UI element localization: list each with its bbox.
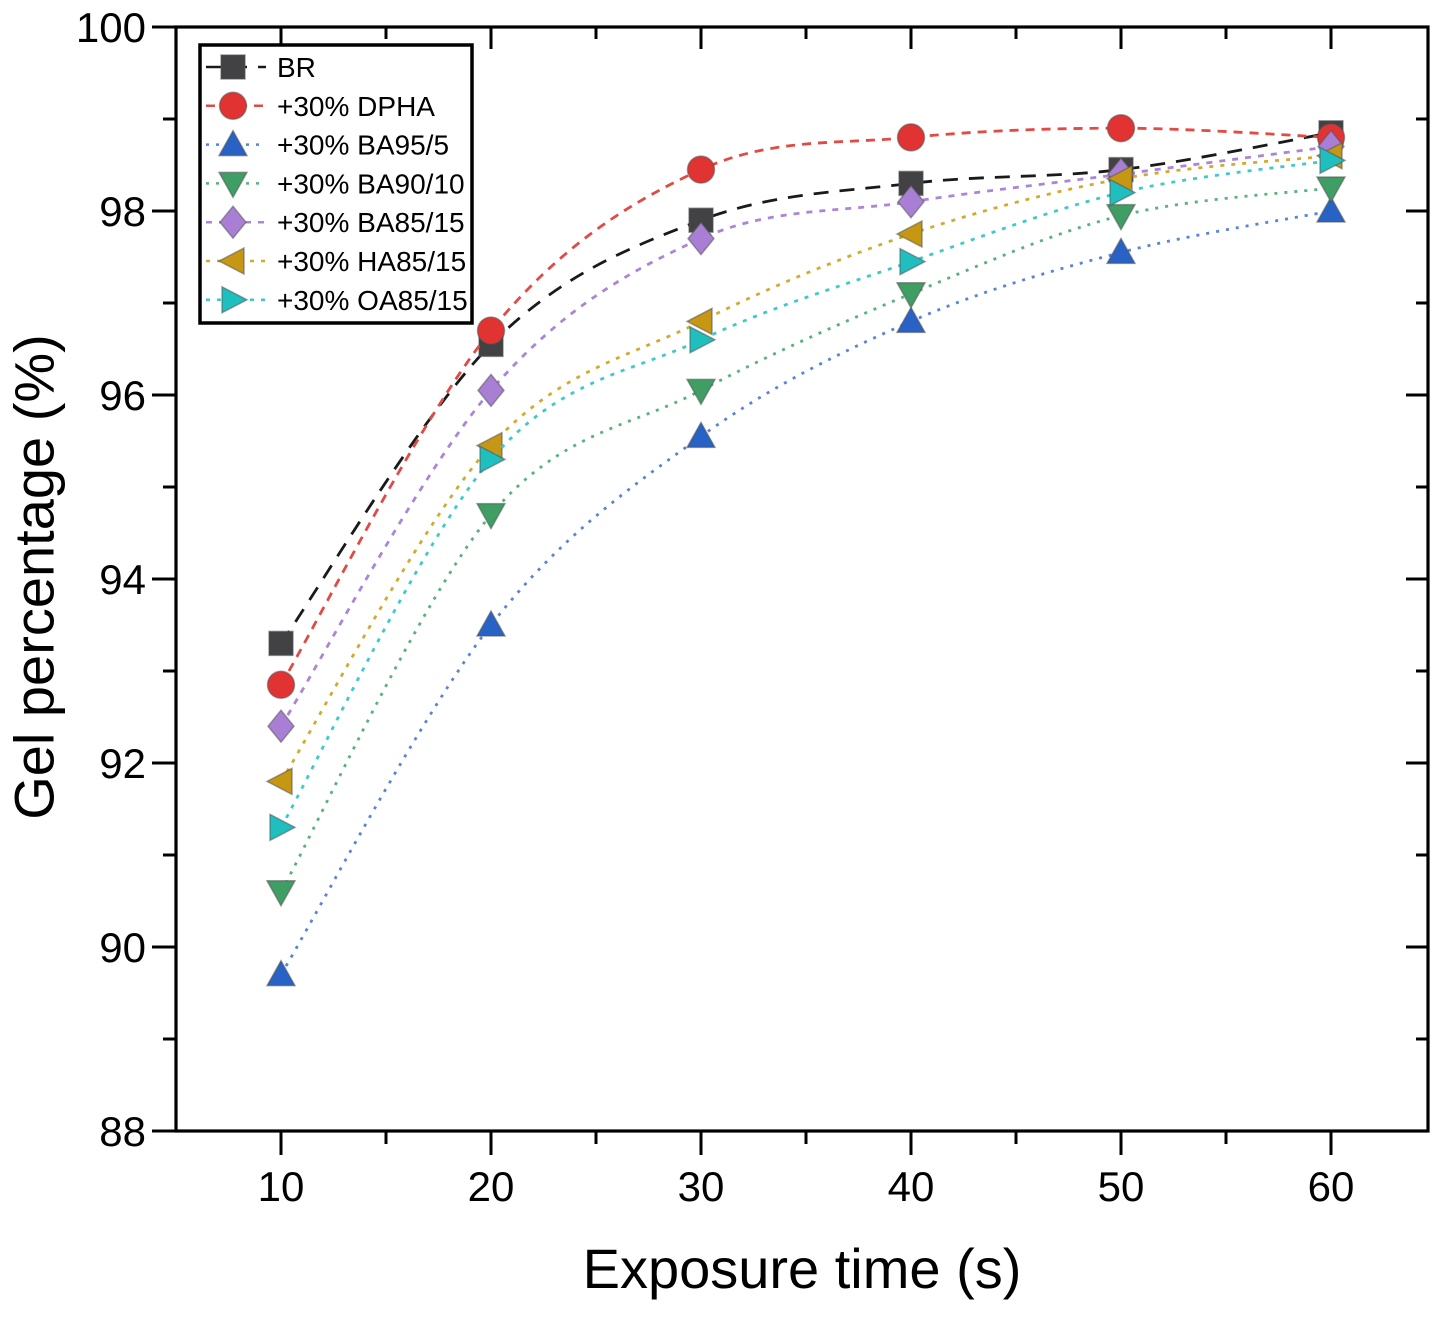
x-tick-label: 40 xyxy=(888,1163,935,1210)
marker-triangle-down-icon xyxy=(895,282,927,310)
legend-item: +30% DPHA xyxy=(206,91,435,122)
marker-triangle-down-icon xyxy=(265,880,297,908)
y-tick-label: 94 xyxy=(99,556,146,603)
legend-marker-circle-icon xyxy=(218,91,248,121)
legend-box xyxy=(198,43,474,325)
legend: BR +30% DPHA +30% BA95/5 +30% BA90/10 +30% B… xyxy=(198,43,474,325)
y-tick-label: 96 xyxy=(99,372,146,419)
x-tick-label: 50 xyxy=(1098,1163,1145,1210)
marker-diamond-icon xyxy=(687,221,715,256)
x-tick-label: 20 xyxy=(468,1163,515,1210)
marker-triangle-left-icon xyxy=(265,767,293,796)
series-line xyxy=(279,154,1332,783)
marker-diamond-icon xyxy=(477,373,505,408)
legend-item: BR xyxy=(206,52,316,83)
legend-item-label: +30% OA85/15 xyxy=(277,285,468,316)
marker-triangle-up-icon xyxy=(1315,195,1347,223)
legend-item-label: +30% BA90/10 xyxy=(277,168,465,199)
series-line xyxy=(279,209,1332,976)
x-axis-title: Exposure time (s) xyxy=(582,1237,1022,1300)
marker-triangle-right-icon xyxy=(689,325,717,355)
series xyxy=(269,146,1347,842)
marker-triangle-down-icon xyxy=(1105,203,1137,232)
legend-marker-diamond-icon xyxy=(219,205,247,240)
y-tick-label: 90 xyxy=(99,924,146,971)
marker-triangle-down-icon xyxy=(475,502,507,531)
y-axis-title: Gel percentage (%) xyxy=(2,334,66,820)
marker-circle-icon xyxy=(896,123,926,152)
x-tick-label: 10 xyxy=(258,1163,305,1210)
legend-item-label: BR xyxy=(277,52,316,83)
legend-item-label: +30% DPHA xyxy=(277,91,435,122)
x-tick-label: 30 xyxy=(678,1163,725,1210)
legend-item: +30% BA95/5 xyxy=(206,129,449,161)
marker-triangle-up-icon xyxy=(1105,236,1137,265)
legend-marker-triangle-down-icon xyxy=(217,171,249,199)
legend-marker-triangle-up-icon xyxy=(217,129,249,157)
marker-triangle-up-icon xyxy=(475,609,507,637)
y-tick-label: 98 xyxy=(99,188,146,235)
legend-marker-triangle-right-icon xyxy=(221,285,249,315)
marker-triangle-right-icon xyxy=(269,813,297,842)
y-tick-label: 100 xyxy=(76,4,146,51)
marker-diamond-icon xyxy=(897,184,925,219)
marker-triangle-up-icon xyxy=(895,305,927,334)
marker-triangle-right-icon xyxy=(1319,146,1347,175)
marker-circle-icon xyxy=(266,670,296,700)
marker-circle-icon xyxy=(1106,113,1136,143)
series xyxy=(265,176,1347,908)
marker-square-icon xyxy=(268,630,294,657)
marker-circle-icon xyxy=(686,155,716,184)
legend-item: +30% BA90/10 xyxy=(206,168,465,199)
marker-circle-icon xyxy=(476,316,506,345)
legend-item: +30% BA85/15 xyxy=(206,205,465,240)
series xyxy=(265,195,1347,987)
legend-item: +30% HA85/15 xyxy=(206,246,466,277)
legend-marker-triangle-left-icon xyxy=(217,246,245,276)
marker-triangle-left-icon xyxy=(685,307,713,336)
legend-marker-square-icon xyxy=(220,54,246,80)
legend-item-label: +30% HA85/15 xyxy=(277,246,466,277)
legend-item-label: +30% BA85/15 xyxy=(277,207,465,238)
legend-item: +30% OA85/15 xyxy=(206,285,468,316)
marker-triangle-up-icon xyxy=(685,420,717,449)
x-tick-label: 60 xyxy=(1308,1163,1355,1210)
marker-triangle-down-icon xyxy=(685,378,717,406)
legend-item-label: +30% BA95/5 xyxy=(277,130,449,161)
marker-triangle-right-icon xyxy=(479,445,507,474)
marker-triangle-right-icon xyxy=(1109,178,1137,207)
y-tick-label: 88 xyxy=(99,1108,146,1155)
marker-diamond-icon xyxy=(267,709,295,744)
axis-ticks xyxy=(152,25,1428,1155)
y-tick-label: 92 xyxy=(99,740,146,787)
marker-triangle-down-icon xyxy=(1315,176,1347,204)
marker-triangle-left-icon xyxy=(895,219,923,249)
marker-triangle-right-icon xyxy=(899,247,927,276)
tick-labels: 88 90 92 94 96 98 100 10 20 30 40 50 60 xyxy=(76,4,1354,1210)
marker-triangle-up-icon xyxy=(265,959,297,987)
